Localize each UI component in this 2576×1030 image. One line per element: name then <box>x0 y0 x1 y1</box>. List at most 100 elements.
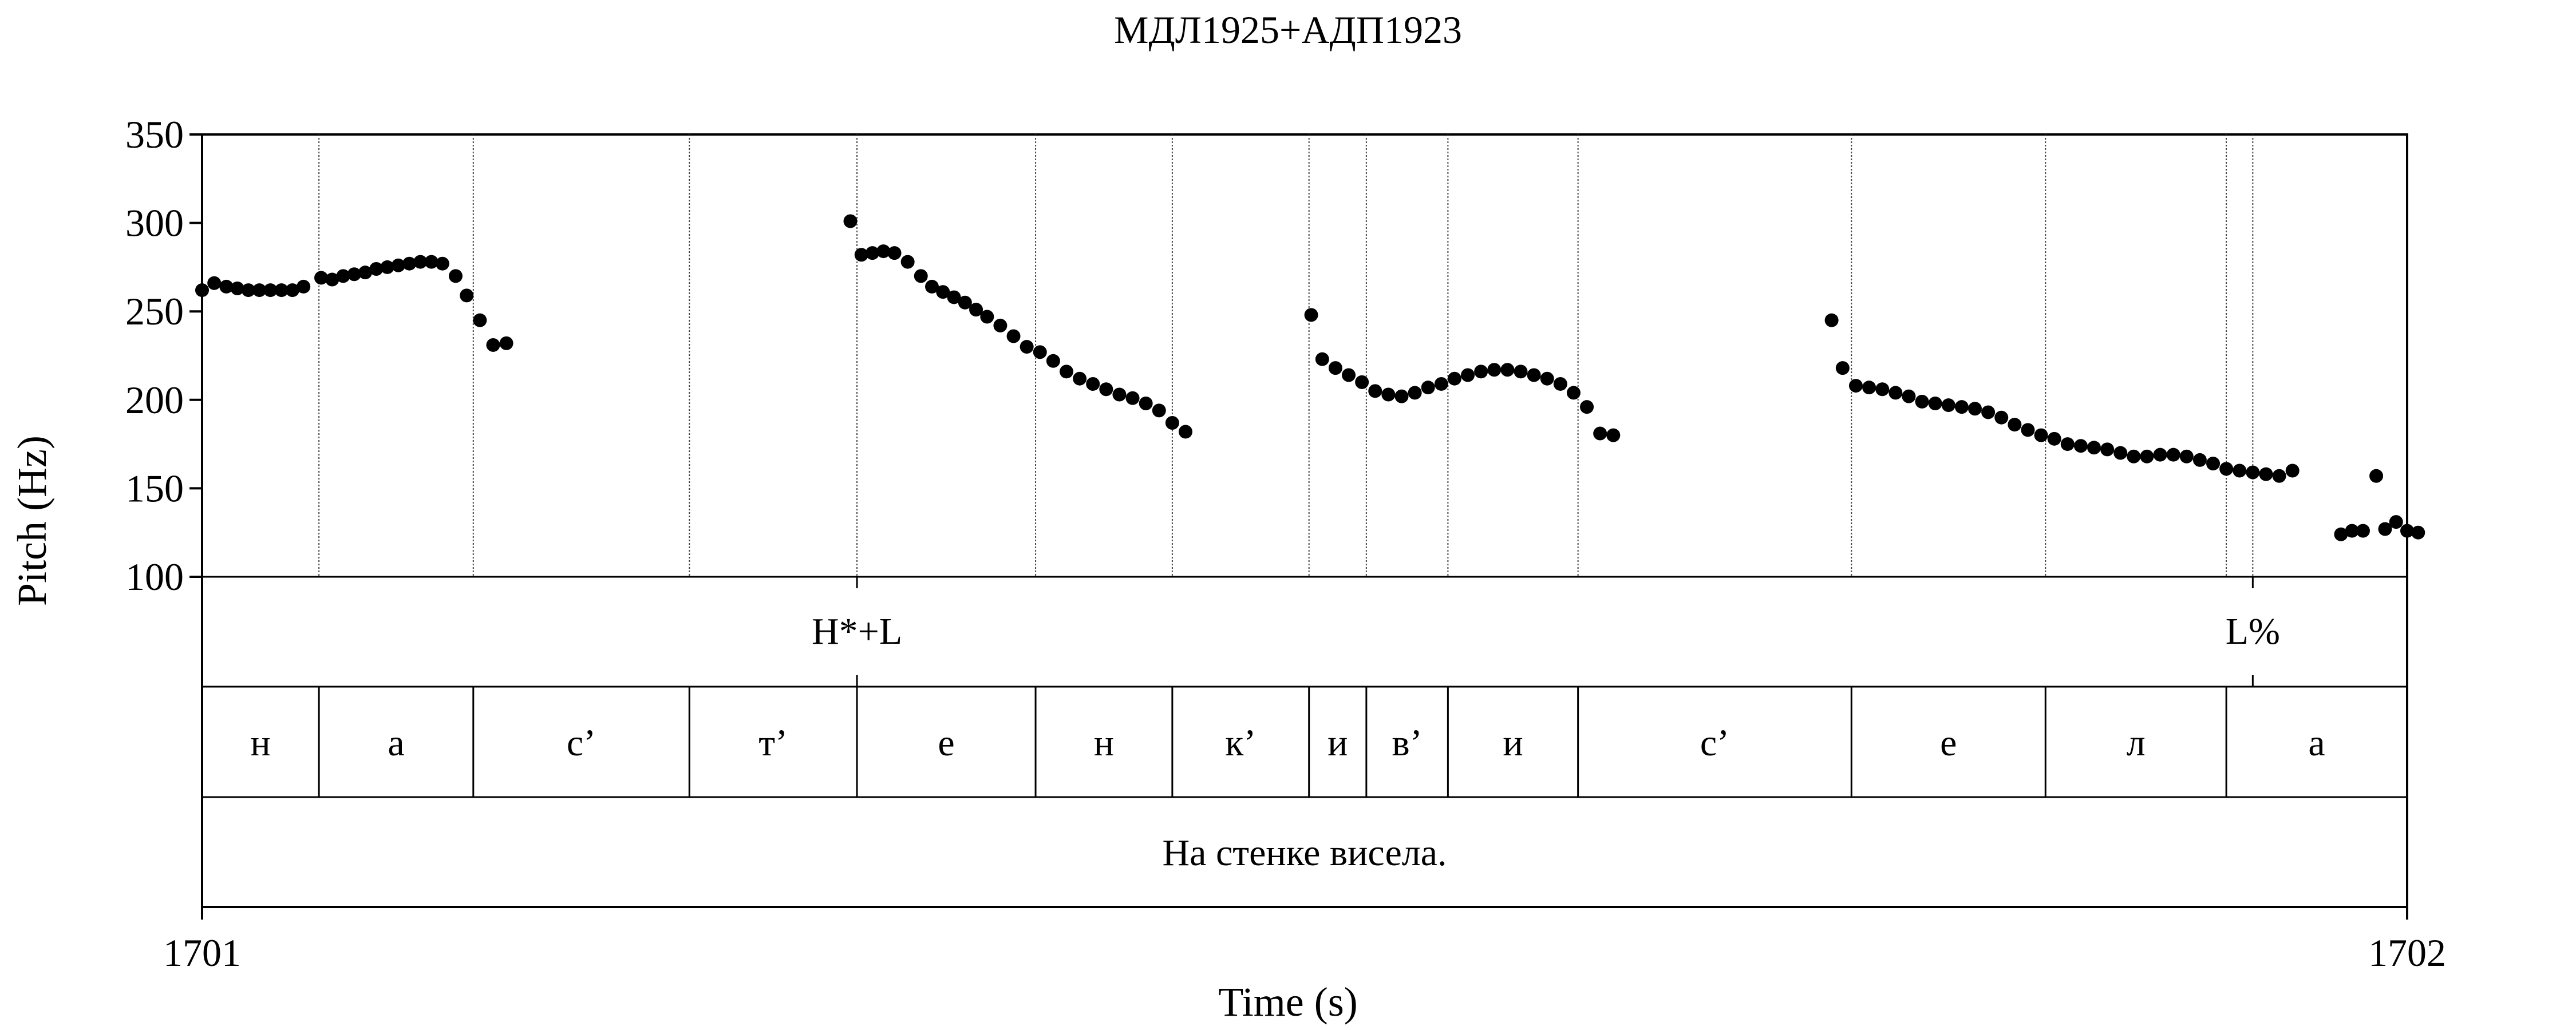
pitch-point <box>1461 368 1475 382</box>
pitch-point <box>230 282 244 296</box>
pitch-point <box>1514 365 1528 379</box>
pitch-point <box>1434 377 1448 391</box>
pitch-point <box>1178 425 1192 439</box>
pitch-point <box>336 269 350 283</box>
pitch-point <box>1342 368 1356 382</box>
pitch-point <box>473 313 487 327</box>
pitch-point <box>263 283 278 298</box>
phoneme-label: е <box>938 722 954 764</box>
pitch-point <box>1139 396 1153 410</box>
pitch-point <box>1540 371 1554 386</box>
pitch-point <box>2179 449 2194 464</box>
phoneme-label: л <box>2127 722 2146 764</box>
pitch-point <box>1954 400 1969 414</box>
phoneme-label: с’ <box>1700 722 1729 764</box>
pitch-point <box>1835 361 1850 375</box>
pitch-point <box>947 290 961 304</box>
pitch-point <box>936 285 950 299</box>
pitch-point <box>1421 381 1435 395</box>
x-tick-label: 1702 <box>2368 931 2446 974</box>
pitch-point <box>2140 449 2154 464</box>
pitch-point <box>1849 379 1863 393</box>
pitch-point <box>1315 352 1329 366</box>
y-tick-label: 200 <box>125 378 184 422</box>
y-tick-label: 100 <box>125 555 184 599</box>
pitch-point <box>1099 382 1113 397</box>
pitch-point <box>1112 387 1127 402</box>
annotation-tiers: H*+L L% н а с’ т’ е н к’ и в’ и с’ е л а На стенке висел… <box>250 577 2325 874</box>
pitch-point <box>1500 363 1515 377</box>
pitch-point <box>241 283 255 298</box>
pitch-point <box>887 246 902 260</box>
pitch-point <box>1046 354 1060 368</box>
pitch-point <box>2113 446 2128 460</box>
chart-title: МДЛ1925+АДП1923 <box>1114 8 1462 52</box>
sentence-label: На стенке висела. <box>1162 832 1447 874</box>
pitch-point <box>2100 442 2115 457</box>
segment-boundaries <box>318 134 2254 577</box>
pitch-point <box>1875 382 1890 397</box>
pitch-point <box>2008 418 2022 432</box>
pitch-point <box>1408 386 1422 400</box>
pitch-point <box>1394 389 1409 403</box>
pitch-point <box>1606 428 1621 442</box>
pitch-point <box>2153 447 2167 462</box>
pitch-point <box>2047 431 2061 446</box>
pitch-point <box>2285 464 2300 478</box>
pitch-point <box>2192 453 2207 467</box>
pitch-point <box>297 279 311 294</box>
pitch-point <box>1902 389 1916 403</box>
pitch-point <box>1304 308 1318 322</box>
pitch-point <box>1928 396 1942 410</box>
pitch-point <box>380 260 394 274</box>
pitch-point <box>993 318 1008 332</box>
pitch-point <box>980 310 994 324</box>
phoneme-label: а <box>388 722 404 764</box>
y-axis-label: Pitch (Hz) <box>9 435 55 606</box>
pitch-point <box>2345 524 2359 538</box>
pitch-point <box>1086 377 1100 391</box>
phoneme-label: е <box>1940 722 1957 764</box>
pitch-point <box>448 269 463 283</box>
pitch-point <box>1006 329 1021 343</box>
pitch-point <box>925 279 939 294</box>
pitch-point <box>1368 384 1382 398</box>
pitch-point <box>958 295 972 310</box>
pitch-point <box>219 279 234 294</box>
pitch-point <box>1165 415 1179 430</box>
phoneme-label: т’ <box>758 722 788 764</box>
pitch-point <box>2060 437 2075 451</box>
pitch-point <box>1888 386 1903 400</box>
pitch-point <box>413 255 428 269</box>
y-tick-label: 250 <box>125 290 184 333</box>
pitch-point <box>1152 403 1166 418</box>
pitch-point <box>325 272 339 287</box>
pitch-point <box>1566 386 1581 400</box>
pitch-point <box>1941 398 1955 413</box>
pitch-point <box>1355 375 1369 389</box>
pitch-point <box>285 283 299 298</box>
pitch-point <box>1527 368 1541 382</box>
pitch-point <box>1020 340 1034 354</box>
pitch-point <box>1580 400 1594 414</box>
phoneme-label: н <box>1094 722 1114 764</box>
phoneme-label: н <box>250 722 270 764</box>
pitch-point <box>1968 402 1982 416</box>
pitch-point <box>1915 394 1929 409</box>
pitch-point <box>2246 465 2260 480</box>
pitch-point <box>1487 363 1502 377</box>
phoneme-label: к’ <box>1225 722 1256 764</box>
pitch-point <box>1059 365 1073 379</box>
pitch-point <box>876 244 891 259</box>
pitch-point <box>1862 381 1876 395</box>
pitch-point <box>2073 439 2088 453</box>
y-tick-label: 150 <box>125 466 184 510</box>
pitch-point <box>2334 527 2348 541</box>
pitch-point <box>402 256 417 271</box>
phoneme-label: с’ <box>567 722 596 764</box>
pitch-point <box>900 255 915 269</box>
pitch-point <box>358 266 373 280</box>
pitch-point <box>2206 457 2221 471</box>
phoneme-label: и <box>1327 722 1348 764</box>
pitch-point <box>460 288 474 303</box>
